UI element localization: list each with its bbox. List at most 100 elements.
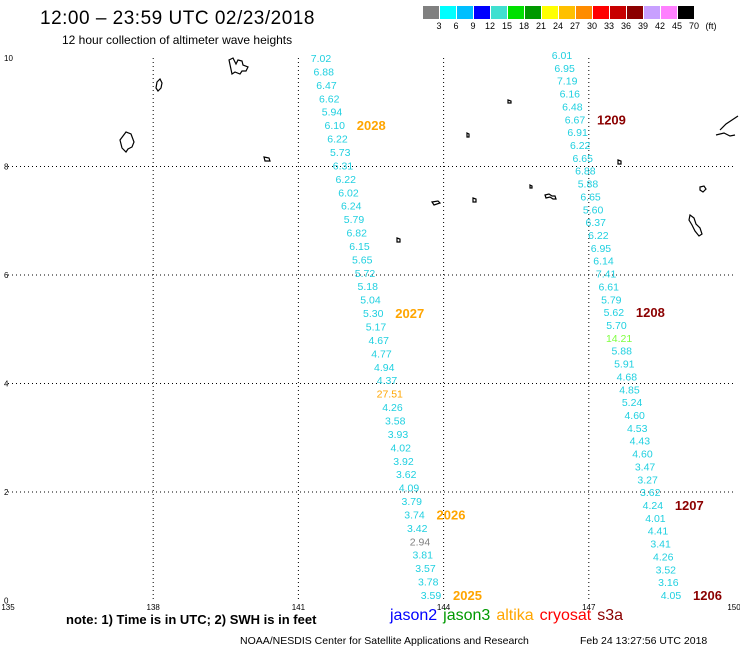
wave-height-value: 4.24 <box>643 500 664 512</box>
wave-height-value: 6.01 <box>552 50 573 62</box>
wave-height-value: 6.14 <box>593 256 614 268</box>
wave-height-value: 4.94 <box>374 362 395 374</box>
wave-height-value: 5.17 <box>366 322 387 334</box>
island-shape <box>715 115 739 137</box>
wave-height-value: 6.31 <box>333 160 354 172</box>
satellite-s3a: s3a <box>597 607 624 624</box>
y-tick-label: 4 <box>4 380 9 389</box>
pass-label: 2027 <box>395 306 424 321</box>
wave-height-value: 4.67 <box>369 335 390 347</box>
legend-swatch <box>575 6 592 19</box>
wave-height-value: 4.77 <box>371 348 392 360</box>
legend-label: 21 <box>535 21 547 31</box>
wave-height-value: 5.30 <box>363 308 384 320</box>
wave-height-value: 3.41 <box>650 539 671 551</box>
wave-height-value: 4.68 <box>617 371 638 383</box>
island-shape <box>466 132 470 138</box>
wave-height-value: 5.94 <box>322 107 343 119</box>
legend-label: 18 <box>518 21 530 31</box>
island-shape <box>472 197 477 203</box>
wave-height-value: 3.78 <box>418 577 439 589</box>
wave-height-value: 6.61 <box>598 281 619 293</box>
wave-height-value: 6.22 <box>336 174 357 186</box>
legend-swatch <box>541 6 558 19</box>
satellite-altika: altika <box>496 607 534 624</box>
wave-height-value: 4.41 <box>648 526 669 538</box>
satellite-jason3: jason3 <box>443 607 491 624</box>
wave-height-value: 4.09 <box>399 483 420 495</box>
wave-height-value: 4.60 <box>632 449 653 461</box>
pass-label: 2026 <box>437 507 466 522</box>
wave-height-value: 6.37 <box>586 217 607 229</box>
legend-label: 33 <box>603 21 615 31</box>
island-shape <box>507 99 512 104</box>
wave-height-value: 6.82 <box>347 228 368 240</box>
legend-label: 3 <box>436 21 442 31</box>
wave-height-value: 6.88 <box>575 166 596 178</box>
legend-swatch <box>558 6 575 19</box>
legend-label: 42 <box>654 21 666 31</box>
wave-height-value: 3.42 <box>407 523 428 535</box>
wave-height-value: 5.88 <box>578 179 599 191</box>
wave-height-value: 5.24 <box>622 397 643 409</box>
wave-height-value: 3.92 <box>393 456 414 468</box>
wave-height-value: 6.95 <box>554 63 575 75</box>
island-shape <box>119 131 135 153</box>
color-legend: 3 6 9 12 15 18 21 24 27 30 33 36 39 42 45 70 (ft) <box>422 6 740 31</box>
wave-height-value: 3.59 <box>421 590 442 602</box>
wave-height-value: 5.73 <box>330 147 351 159</box>
wave-height-value: 6.22 <box>570 140 591 152</box>
island-shape <box>544 193 557 200</box>
x-tick-label: 135 <box>1 603 15 612</box>
wave-height-value: 4.26 <box>382 402 403 414</box>
wave-height-value: 7.02 <box>311 53 332 65</box>
y-tick-label: 8 <box>4 163 9 172</box>
pass-label: 1209 <box>597 112 626 127</box>
wave-height-value: 3.57 <box>415 563 436 575</box>
island-shape <box>396 237 401 243</box>
wave-height-value: 3.74 <box>404 509 425 521</box>
satellite-tracks: 7.026.886.476.625.946.106.225.736.316.22… <box>311 50 722 603</box>
legend-label: 39 <box>637 21 649 31</box>
legend-swatch <box>626 6 643 19</box>
footer-credit: NOAA/NESDIS Center for Satellite Applica… <box>240 635 529 647</box>
legend-label: 6 <box>453 21 459 31</box>
wave-height-value: 6.62 <box>319 93 340 105</box>
legend-swatch <box>439 6 456 19</box>
legend-labels: 3 6 9 12 15 18 21 24 27 30 33 36 39 42 45 70 (ft) <box>422 19 740 31</box>
wave-height-value: 6.48 <box>562 101 583 113</box>
wave-height-value: 5.04 <box>360 295 381 307</box>
pass-label: 1207 <box>675 498 704 513</box>
satellite-legend: jason2 jason3 altika cryosat s3a <box>390 607 629 625</box>
island-shape <box>155 77 163 92</box>
wave-height-value: 3.27 <box>637 474 658 486</box>
island-shape <box>228 57 249 75</box>
wave-height-value: 5.62 <box>604 307 625 319</box>
wave-height-value: 5.91 <box>614 359 635 371</box>
x-tick-label: 138 <box>147 603 161 612</box>
x-tick-label: 144 <box>437 603 451 612</box>
legend-label: 9 <box>470 21 476 31</box>
wave-height-value: 6.65 <box>580 191 601 203</box>
wave-height-value: 3.79 <box>402 496 423 508</box>
wave-height-value: 3.62 <box>640 487 661 499</box>
page-title: 12:00 – 23:59 UTC 02/23/2018 <box>40 8 315 29</box>
pass-label: 2025 <box>453 588 482 603</box>
wave-height-value: 4.60 <box>624 410 645 422</box>
island-shape <box>430 200 442 206</box>
wave-height-value: 5.79 <box>601 294 622 306</box>
x-tick-label: 147 <box>582 603 596 612</box>
wave-height-value: 3.93 <box>388 429 409 441</box>
satellite-jason2: jason2 <box>390 607 438 624</box>
wave-height-value: 6.95 <box>591 243 612 255</box>
wave-height-value: 6.22 <box>327 134 348 146</box>
island-shape <box>263 156 271 162</box>
wave-height-value: 5.70 <box>606 320 627 332</box>
satellite-cryosat: cryosat <box>539 607 592 624</box>
x-tick-label: 141 <box>292 603 306 612</box>
legend-swatch <box>473 6 490 19</box>
wave-height-value: 14.21 <box>606 333 632 345</box>
wave-height-value: 5.88 <box>611 346 632 358</box>
